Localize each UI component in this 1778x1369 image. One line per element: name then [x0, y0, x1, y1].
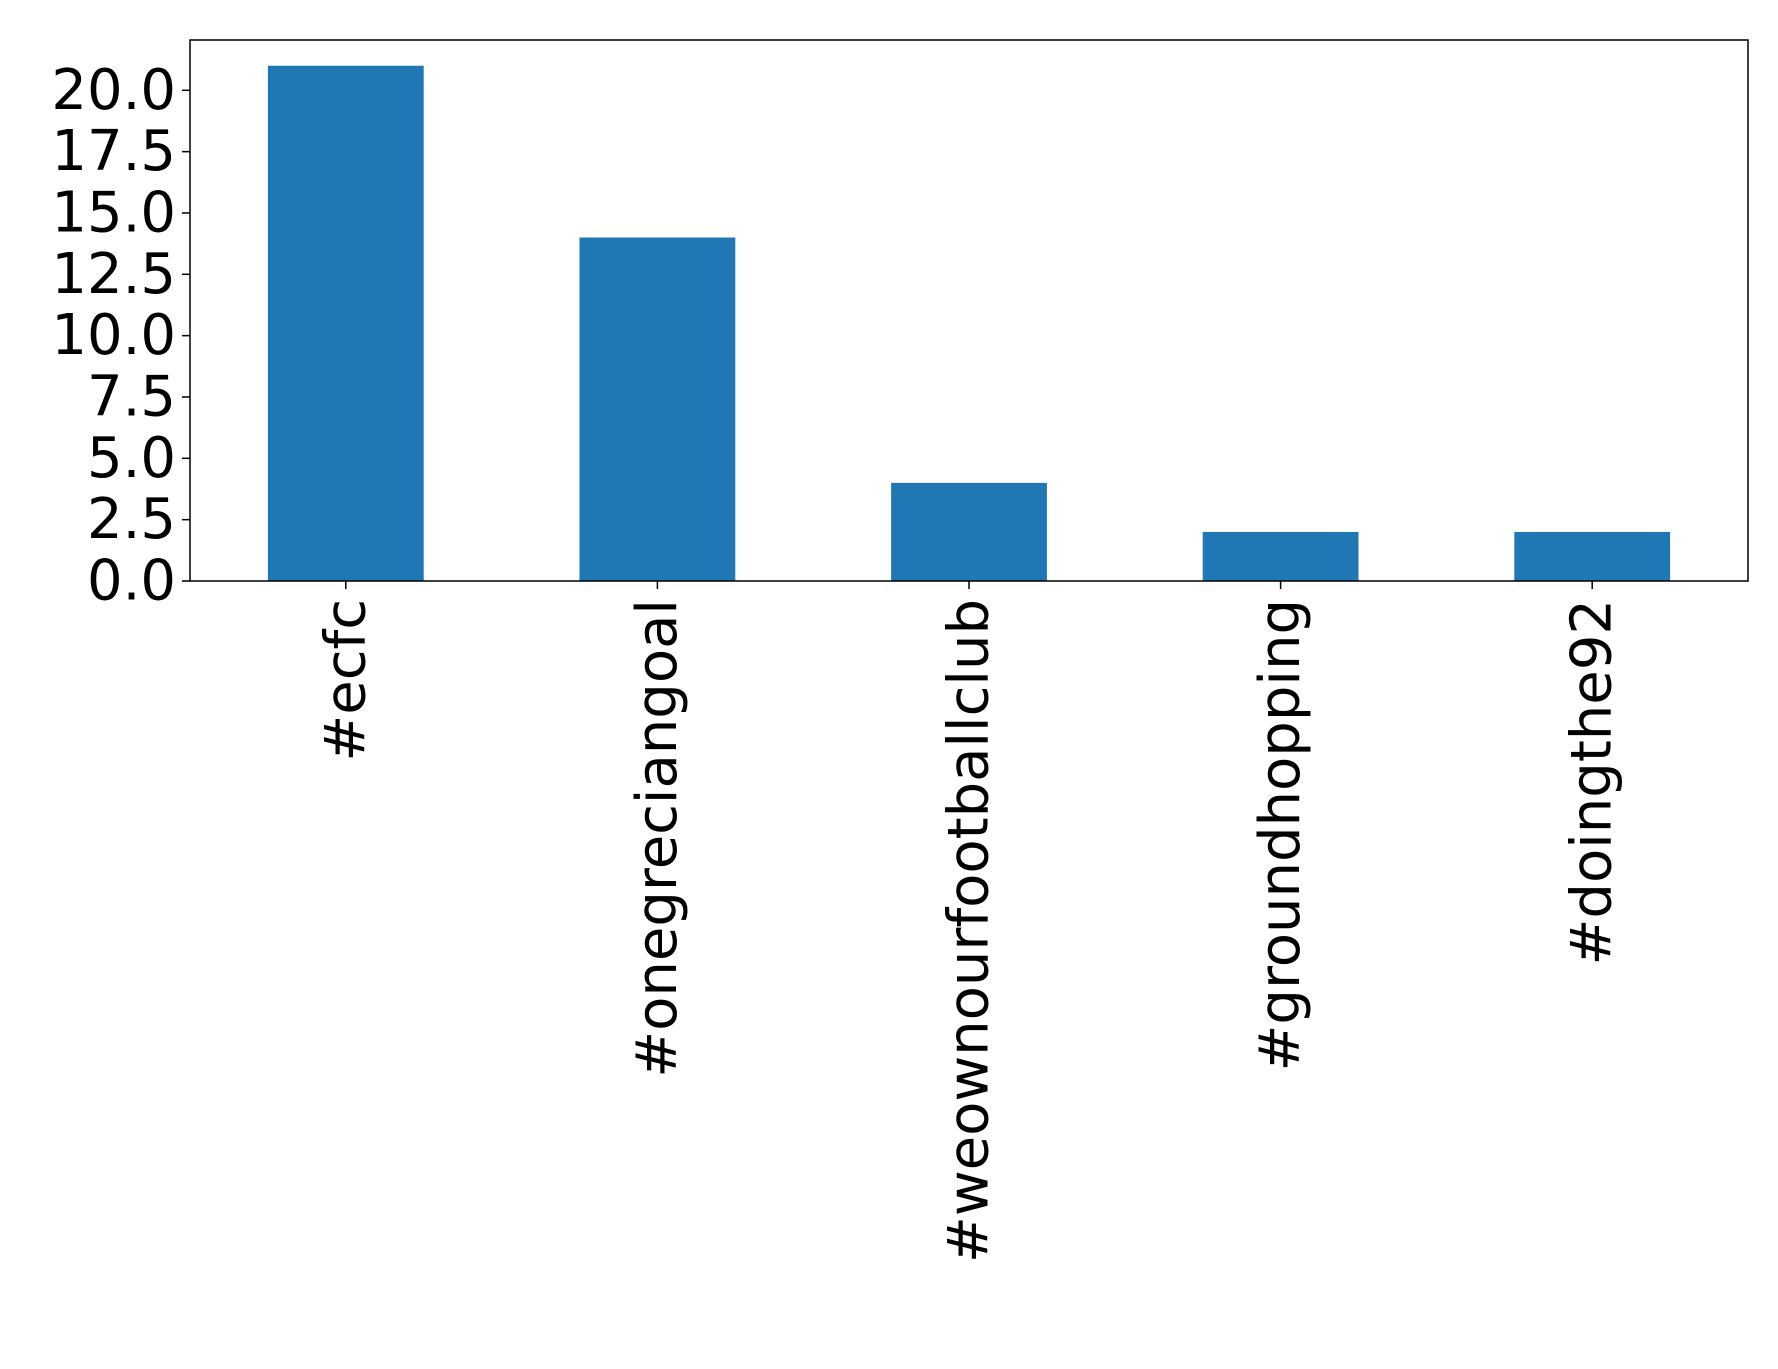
y-tick-label: 5.0: [87, 426, 176, 491]
x-tick-label: #weownourfootballclub: [937, 599, 1002, 1263]
bar-groundhopping: [1202, 531, 1359, 581]
x-tick-label: #groundhopping: [1248, 599, 1313, 1072]
plot-frame: [189, 39, 1749, 582]
bar-ecfc: [267, 65, 424, 581]
bar-weownourfootballclub: [891, 482, 1047, 581]
y-tick-label: 10.0: [51, 303, 176, 368]
bars-group: [267, 65, 1671, 581]
y-tick-label: 15.0: [51, 180, 176, 245]
x-tick-label: #doingthe92: [1560, 599, 1625, 966]
y-tick-label: 20.0: [51, 58, 176, 123]
bar-doingthe92: [1514, 531, 1671, 581]
y-tick-label: 7.5: [87, 364, 176, 429]
bar-onegreciangoal: [579, 237, 736, 581]
x-tick-label: #onegreciangoal: [625, 599, 690, 1078]
y-tick-label: 2.5: [87, 487, 176, 552]
x-tick-label: #ecfc: [313, 599, 378, 762]
x-axis: #ecfc #onegreciangoal #weownourfootballclu…: [313, 581, 1625, 1263]
y-tick-label: 12.5: [51, 242, 176, 307]
y-tick-label: 17.5: [51, 119, 176, 184]
y-axis: 0.02.55.07.510.012.515.017.520.0: [51, 58, 190, 614]
y-tick-label: 0.0: [87, 549, 176, 614]
